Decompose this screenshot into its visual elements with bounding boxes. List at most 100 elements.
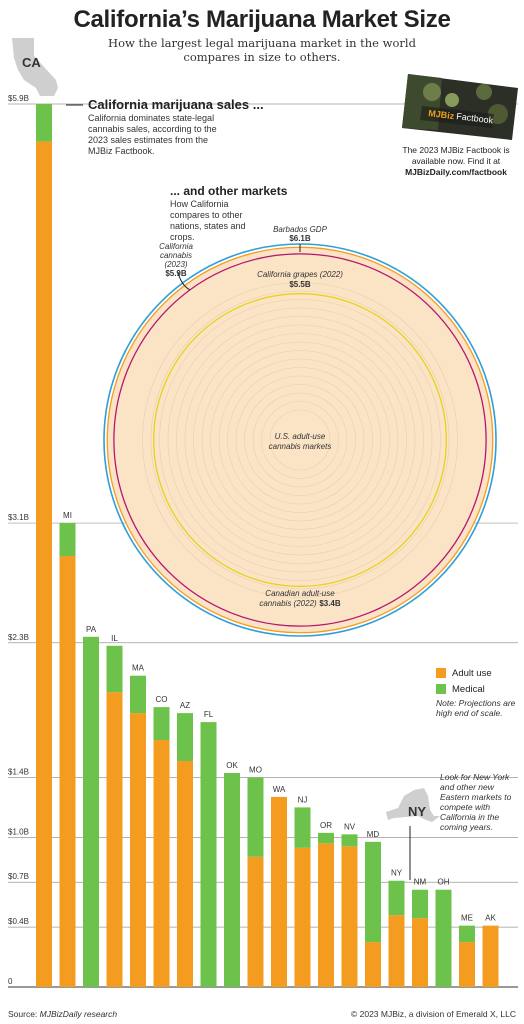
bar-medical (224, 772, 240, 987)
bar-adult-use (294, 847, 311, 987)
circle-label-canada-value: $3.4B (319, 599, 341, 608)
us-market-ring (227, 367, 373, 513)
circle-label-ca-cannabis-value: $5.9B (165, 269, 187, 278)
us-market-ring (210, 350, 390, 530)
circle-california-grapes (113, 253, 487, 627)
factbook-url: MJBizDaily.com/factbook (405, 167, 507, 177)
bar-adult-use (459, 942, 475, 987)
us-market-ring (167, 307, 433, 573)
leader-lines (66, 104, 411, 880)
bar-medical (388, 880, 405, 916)
california-map-icon (12, 38, 58, 96)
y-tick-label: $0.7B (8, 872, 29, 881)
bar-medical (318, 832, 334, 844)
bar-medical (130, 675, 146, 714)
ny-note: Look for New York and other new Eastern … (440, 772, 512, 832)
bar-category-label: OH (438, 878, 450, 887)
bar-category-label: PA (86, 625, 97, 634)
circle-label-ca-cannabis-name: cannabis (160, 251, 192, 260)
bar-adult-use (247, 856, 264, 987)
circle-labels: Barbados GDP$6.1B Californiacannabis(2023… (159, 225, 343, 608)
bar-category-label: MD (367, 830, 380, 839)
bar-adult-use (130, 713, 146, 987)
bar-category-label: IL (111, 634, 118, 643)
source-prefix: Source: (8, 1009, 40, 1019)
bar-medical (459, 925, 475, 943)
other-markets-title: ... and other markets (170, 184, 288, 198)
bar-category-label: AK (485, 914, 496, 923)
bar-medical (435, 889, 452, 987)
ca-cannabis-leader (177, 271, 191, 291)
circle-label-barbados-name: Barbados GDP (273, 225, 327, 234)
us-market-ring (150, 290, 450, 590)
circle-label-us-name: cannabis markets (269, 442, 332, 451)
ny-label: NY (408, 804, 427, 819)
factbook-cover-image: MJBiz Factbook (402, 74, 518, 140)
bar-category-label: NJ (298, 795, 308, 804)
bar-medical (59, 523, 76, 556)
circle-label-us-name: U.S. adult-use (275, 432, 326, 441)
us-market-ring (269, 409, 331, 471)
bar-adult-use (153, 740, 170, 987)
bar-category-label: ME (461, 914, 473, 923)
ca-callout-text: California dominates state-legal cannabi… (88, 113, 217, 156)
bar-adult-use (318, 843, 334, 987)
bar-category-labels: MI PA IL MA CO AZ FL OK MO WA NJ OR NV MD NY NM OH ME AK (63, 511, 496, 923)
bars (36, 104, 499, 987)
us-market-ring (184, 324, 416, 556)
bar-category-label: OR (320, 821, 332, 830)
us-market-ring (235, 375, 365, 505)
projection-note: Note: Projections are high end of scale. (436, 698, 516, 718)
circle-label-ca-grapes-value: $5.5B (289, 280, 311, 289)
bar-medical (177, 713, 193, 762)
bar-medical (200, 722, 217, 987)
circle-label-ca-grapes-name: California grapes (2022) (257, 270, 343, 279)
us-market-ring (142, 282, 458, 598)
bar-category-label: MI (63, 511, 72, 520)
factbook-cover-title: Factbook (456, 111, 494, 125)
legend-label-adult-use: Adult use (452, 667, 492, 679)
y-tick-label: $0.4B (8, 917, 29, 926)
bar-adult-use (59, 555, 76, 987)
circle-label-ca-cannabis-name: (2023) (164, 260, 187, 269)
bar-adult-use (412, 918, 428, 987)
circle-label-canada-name: cannabis (2022) (259, 599, 317, 608)
us-market-ring (261, 401, 339, 479)
us-market-ring (252, 392, 348, 488)
us-market-ring (201, 341, 399, 539)
legend-item-medical: Medical (436, 681, 492, 697)
bar-medical (365, 841, 381, 943)
bar-adult-use (365, 942, 381, 987)
y-tick-label: $5.9B (8, 94, 29, 103)
ca-label: CA (22, 55, 41, 70)
legend: Adult use Medical (436, 665, 492, 697)
bar-category-label: CO (156, 695, 168, 704)
bar-medical (341, 834, 358, 847)
circle-label-canada-name: Canadian adult-use (265, 589, 335, 598)
bar-medical (153, 707, 170, 741)
factbook-promo: The 2023 MJBiz Factbook is available now… (394, 145, 518, 178)
bar-adult-use (36, 141, 52, 987)
copyright: © 2023 MJBiz, a division of Emerald X, L… (350, 1009, 516, 1019)
circle-label-barbados-value: $6.1B (289, 234, 311, 243)
us-market-ring (159, 299, 441, 581)
legend-item-adult-use: Adult use (436, 665, 492, 681)
source: Source: MJBizDaily research (8, 1009, 117, 1019)
bar-category-label: NV (344, 822, 356, 831)
bar-medical (294, 807, 311, 848)
us-market-ring (244, 384, 356, 496)
bar-adult-use (271, 796, 287, 987)
y-tick-label: 0 (8, 977, 13, 986)
circle-label-ca-cannabis-name: California (159, 242, 193, 251)
y-tick-label: $1.4B (8, 767, 29, 776)
bar-category-label: WA (273, 785, 286, 794)
us-market-ring (193, 333, 407, 547)
y-tick-label: $3.1B (8, 513, 29, 522)
new-york-map-icon (386, 788, 440, 822)
bar-medical (106, 645, 123, 693)
bar-category-label: AZ (180, 701, 190, 710)
legend-label-medical: Medical (452, 683, 485, 695)
us-market-ring (218, 358, 382, 522)
bar-adult-use (388, 915, 405, 987)
